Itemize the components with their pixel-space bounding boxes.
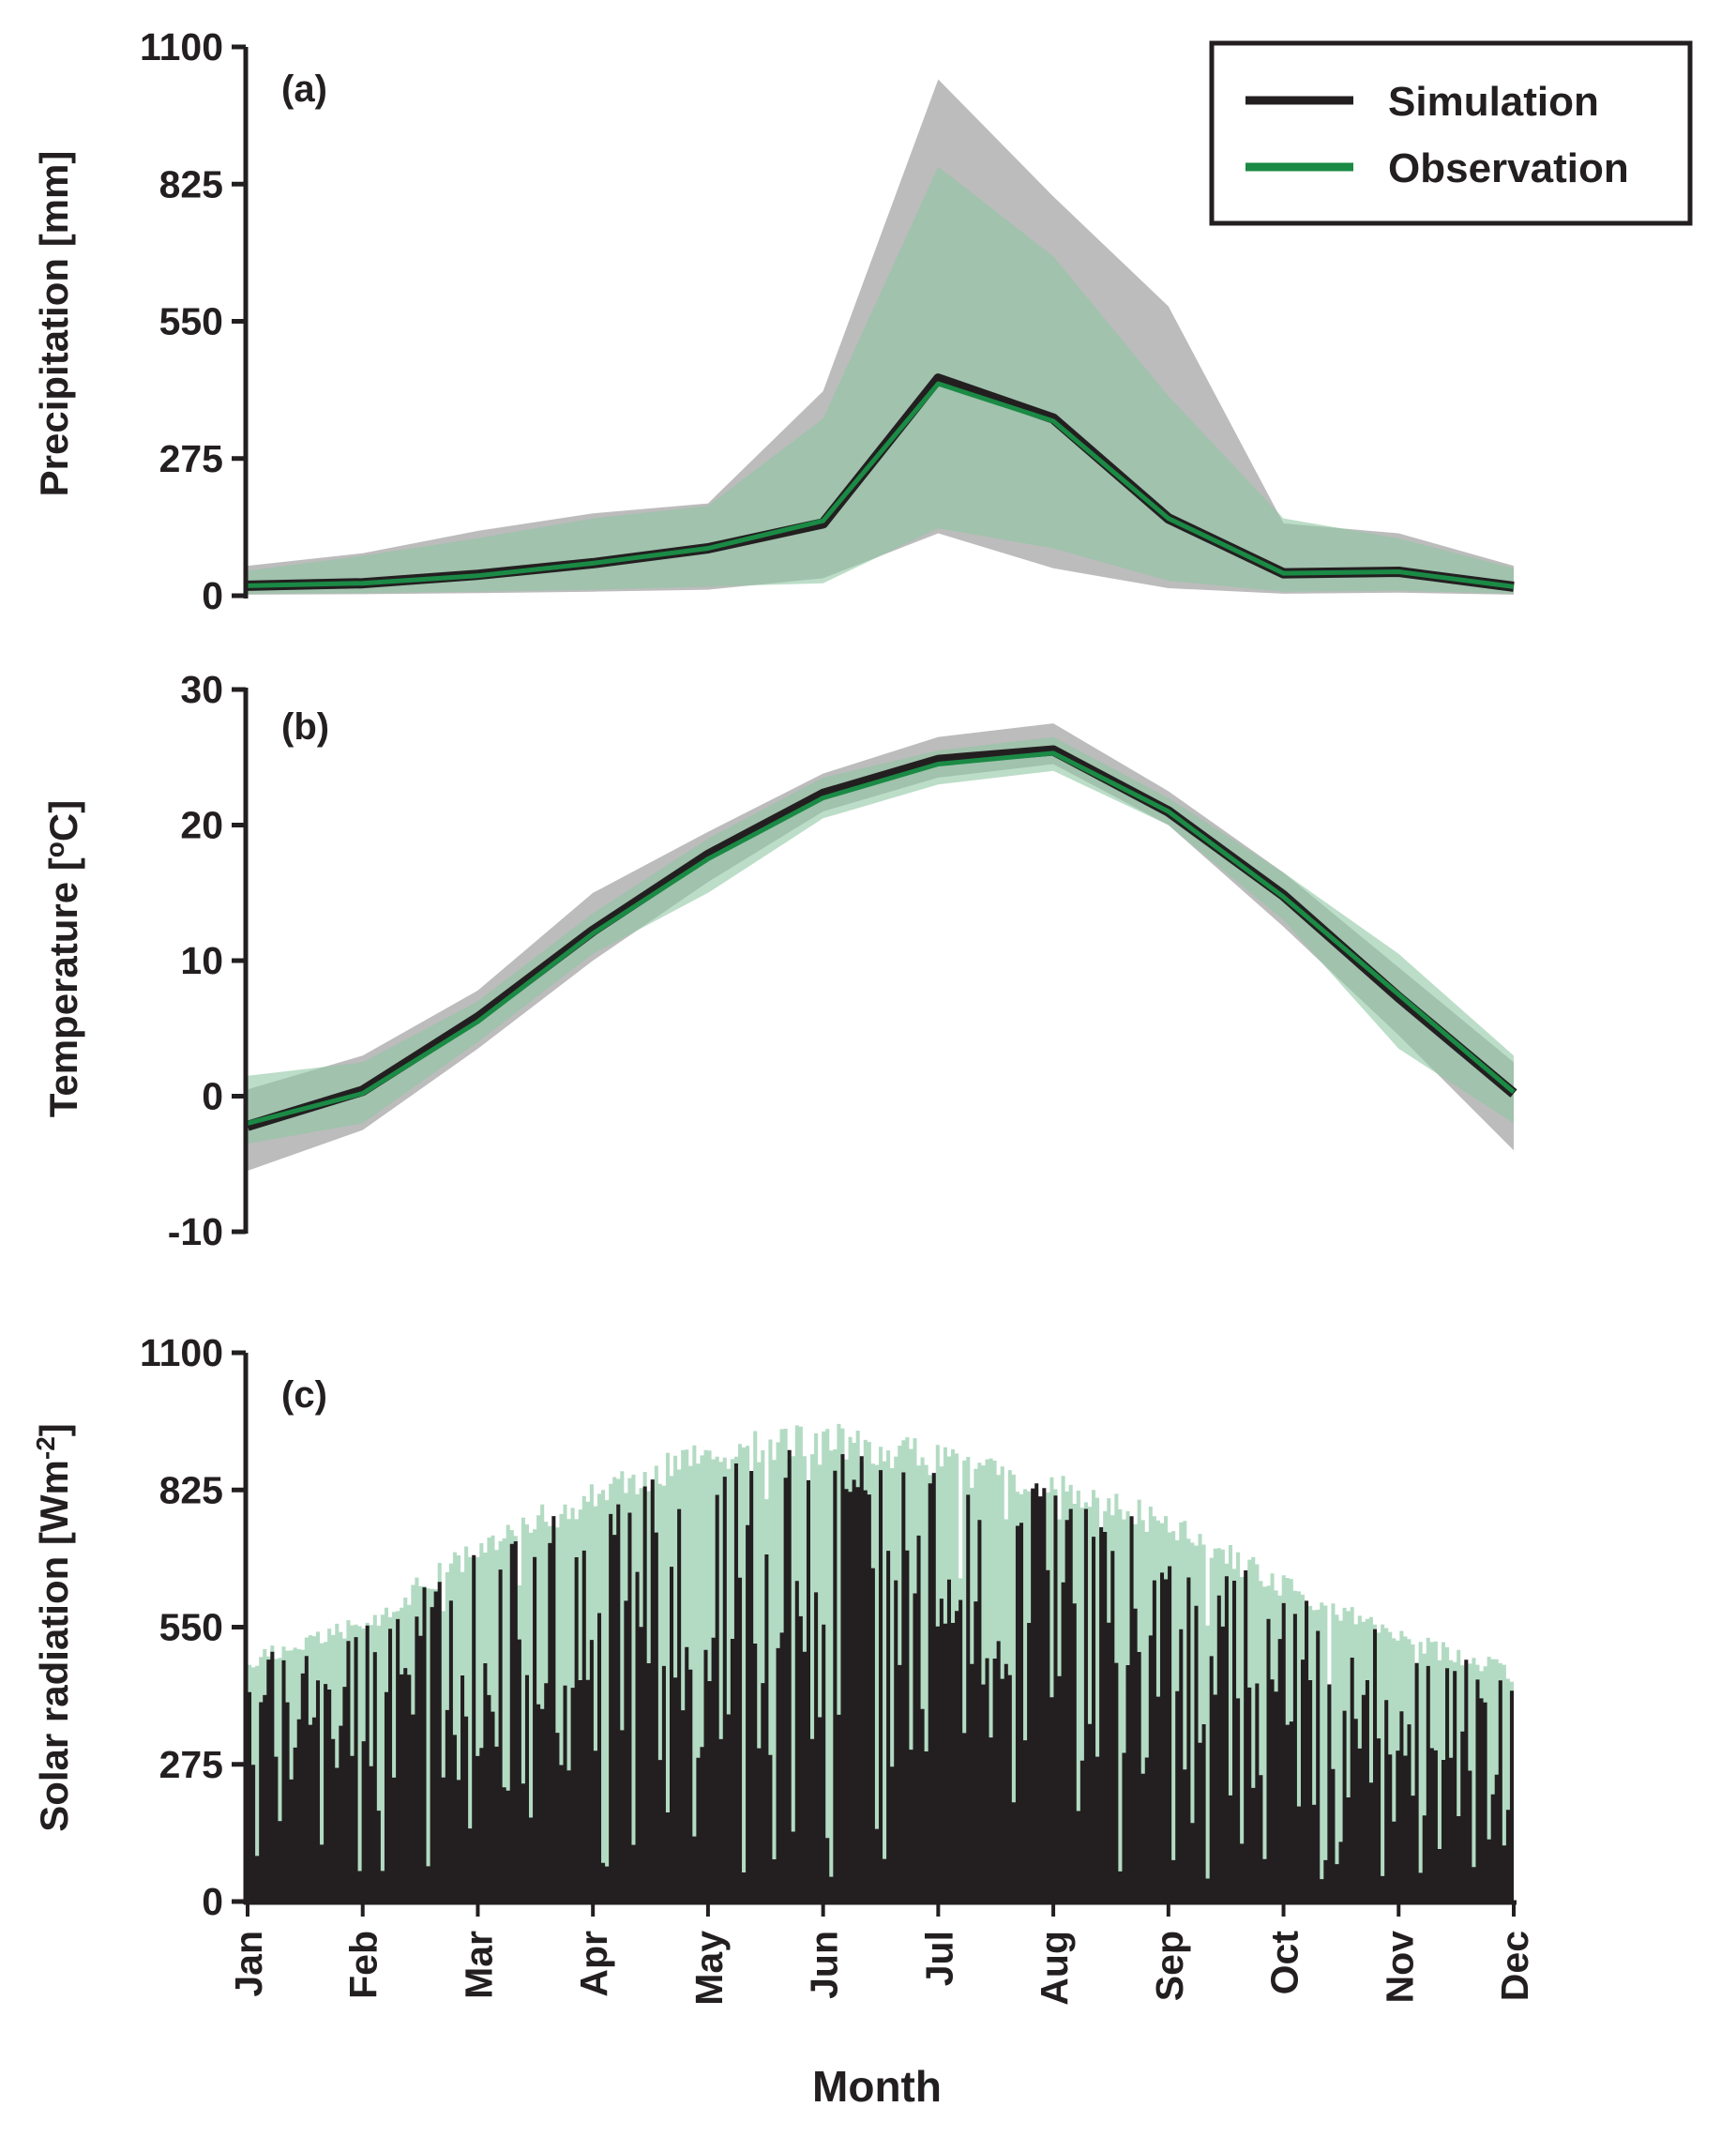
panel-b-y-label-sup: o [40,841,69,857]
panel-b-tick-label: 0 [202,1075,223,1118]
panel-a-tick-label: 825 [159,162,223,205]
x-tick-label-mar: Mar [458,1931,501,1999]
panel-c-tick-label: 825 [159,1468,223,1511]
panel-a-bands [248,79,1514,595]
panel-c-tick-label: 1100 [140,1331,223,1374]
panel-c-tick-label: 0 [202,1880,223,1923]
panel-b: -10 0 10 20 30 (b) Temperature [oC] [40,668,1517,1253]
panel-c-y-ticks: 0 275 550 825 1100 [140,1331,246,1923]
panel-c-y-label-main: Solar radiation [Wm [32,1460,76,1832]
panel-b-bands [248,723,1514,1171]
panel-a-observation-line [247,381,1515,589]
panel-b-observation-line [247,750,1516,1126]
panel-a-y-label: Precipitation [mm] [32,151,76,497]
panel-b-y-ticks: -10 0 10 20 30 [168,668,246,1253]
panel-b-observation-band [248,736,1514,1144]
panel-a-tick-label: 275 [159,437,223,480]
panel-c-simulation-series [248,1449,1514,1902]
panel-c: 0 275 550 825 1100 Jan Feb Mar Apr May Jun Jul Aug S… [31,1331,1536,2111]
legend-observation-label: Observation [1388,145,1629,191]
x-axis-label: Month [812,2062,942,2111]
x-tick-label-jun: Jun [803,1931,846,1999]
x-tick-label-jul: Jul [917,1931,960,1986]
panel-b-lines [246,745,1517,1131]
panel-a: 0 275 550 825 1100 (a) Precipitation [mm] Si… [32,25,1693,617]
panel-b-tick-label: 10 [180,939,223,982]
panel-a-tick-label: 0 [202,574,223,617]
panel-a-y-ticks: 0 275 550 825 1100 [140,25,246,617]
panel-b-y-label-end: C] [41,800,85,841]
x-tick-label-dec: Dec [1493,1931,1536,2001]
panel-a-tick-label: 1100 [140,25,223,68]
panel-b-tick-label: 20 [180,804,223,847]
x-tick-label-oct: Oct [1263,1931,1306,1995]
panel-c-tick-label: 275 [159,1743,223,1786]
x-tick-label-sep: Sep [1148,1931,1191,2001]
panel-a-tick-label: 550 [159,300,223,343]
panel-c-simulation-bars [248,1449,1514,1902]
x-tick-label-feb: Feb [342,1931,385,1999]
x-tick-label-aug: Aug [1033,1931,1076,2006]
legend-simulation-label: Simulation [1388,79,1599,125]
panel-c-y-label-sup: -2 [31,1436,60,1460]
panel-b-tick-label: -10 [168,1210,223,1253]
panel-c-y-label-end: ] [32,1423,76,1436]
x-tick-label-apr: Apr [572,1931,615,1997]
panel-b-y-label: Temperature [oC] [40,800,85,1117]
x-tick-label-nov: Nov [1378,1931,1421,2004]
panel-b-label: (b) [281,706,329,748]
x-tick-label-jan: Jan [227,1931,270,1997]
legend-box [1209,40,1693,226]
x-tick-label-may: May [687,1931,731,2006]
panel-c-tick-label: 550 [159,1606,223,1649]
panel-a-observation-band [248,166,1514,594]
panel-c-label: (c) [281,1374,327,1416]
panel-b-tick-label: 30 [180,668,223,711]
panel-a-label: (a) [281,68,327,110]
panel-c-y-label: Solar radiation [Wm-2] [31,1423,76,1832]
panel-c-x-ticks: Jan Feb Mar Apr May Jun Jul Aug Sep Oct Nov Dec [227,1902,1536,2006]
panel-b-y-label-main: Temperature [ [41,857,85,1117]
panel-a-lines [247,373,1515,592]
legend: Simulation Observation [1209,40,1693,226]
